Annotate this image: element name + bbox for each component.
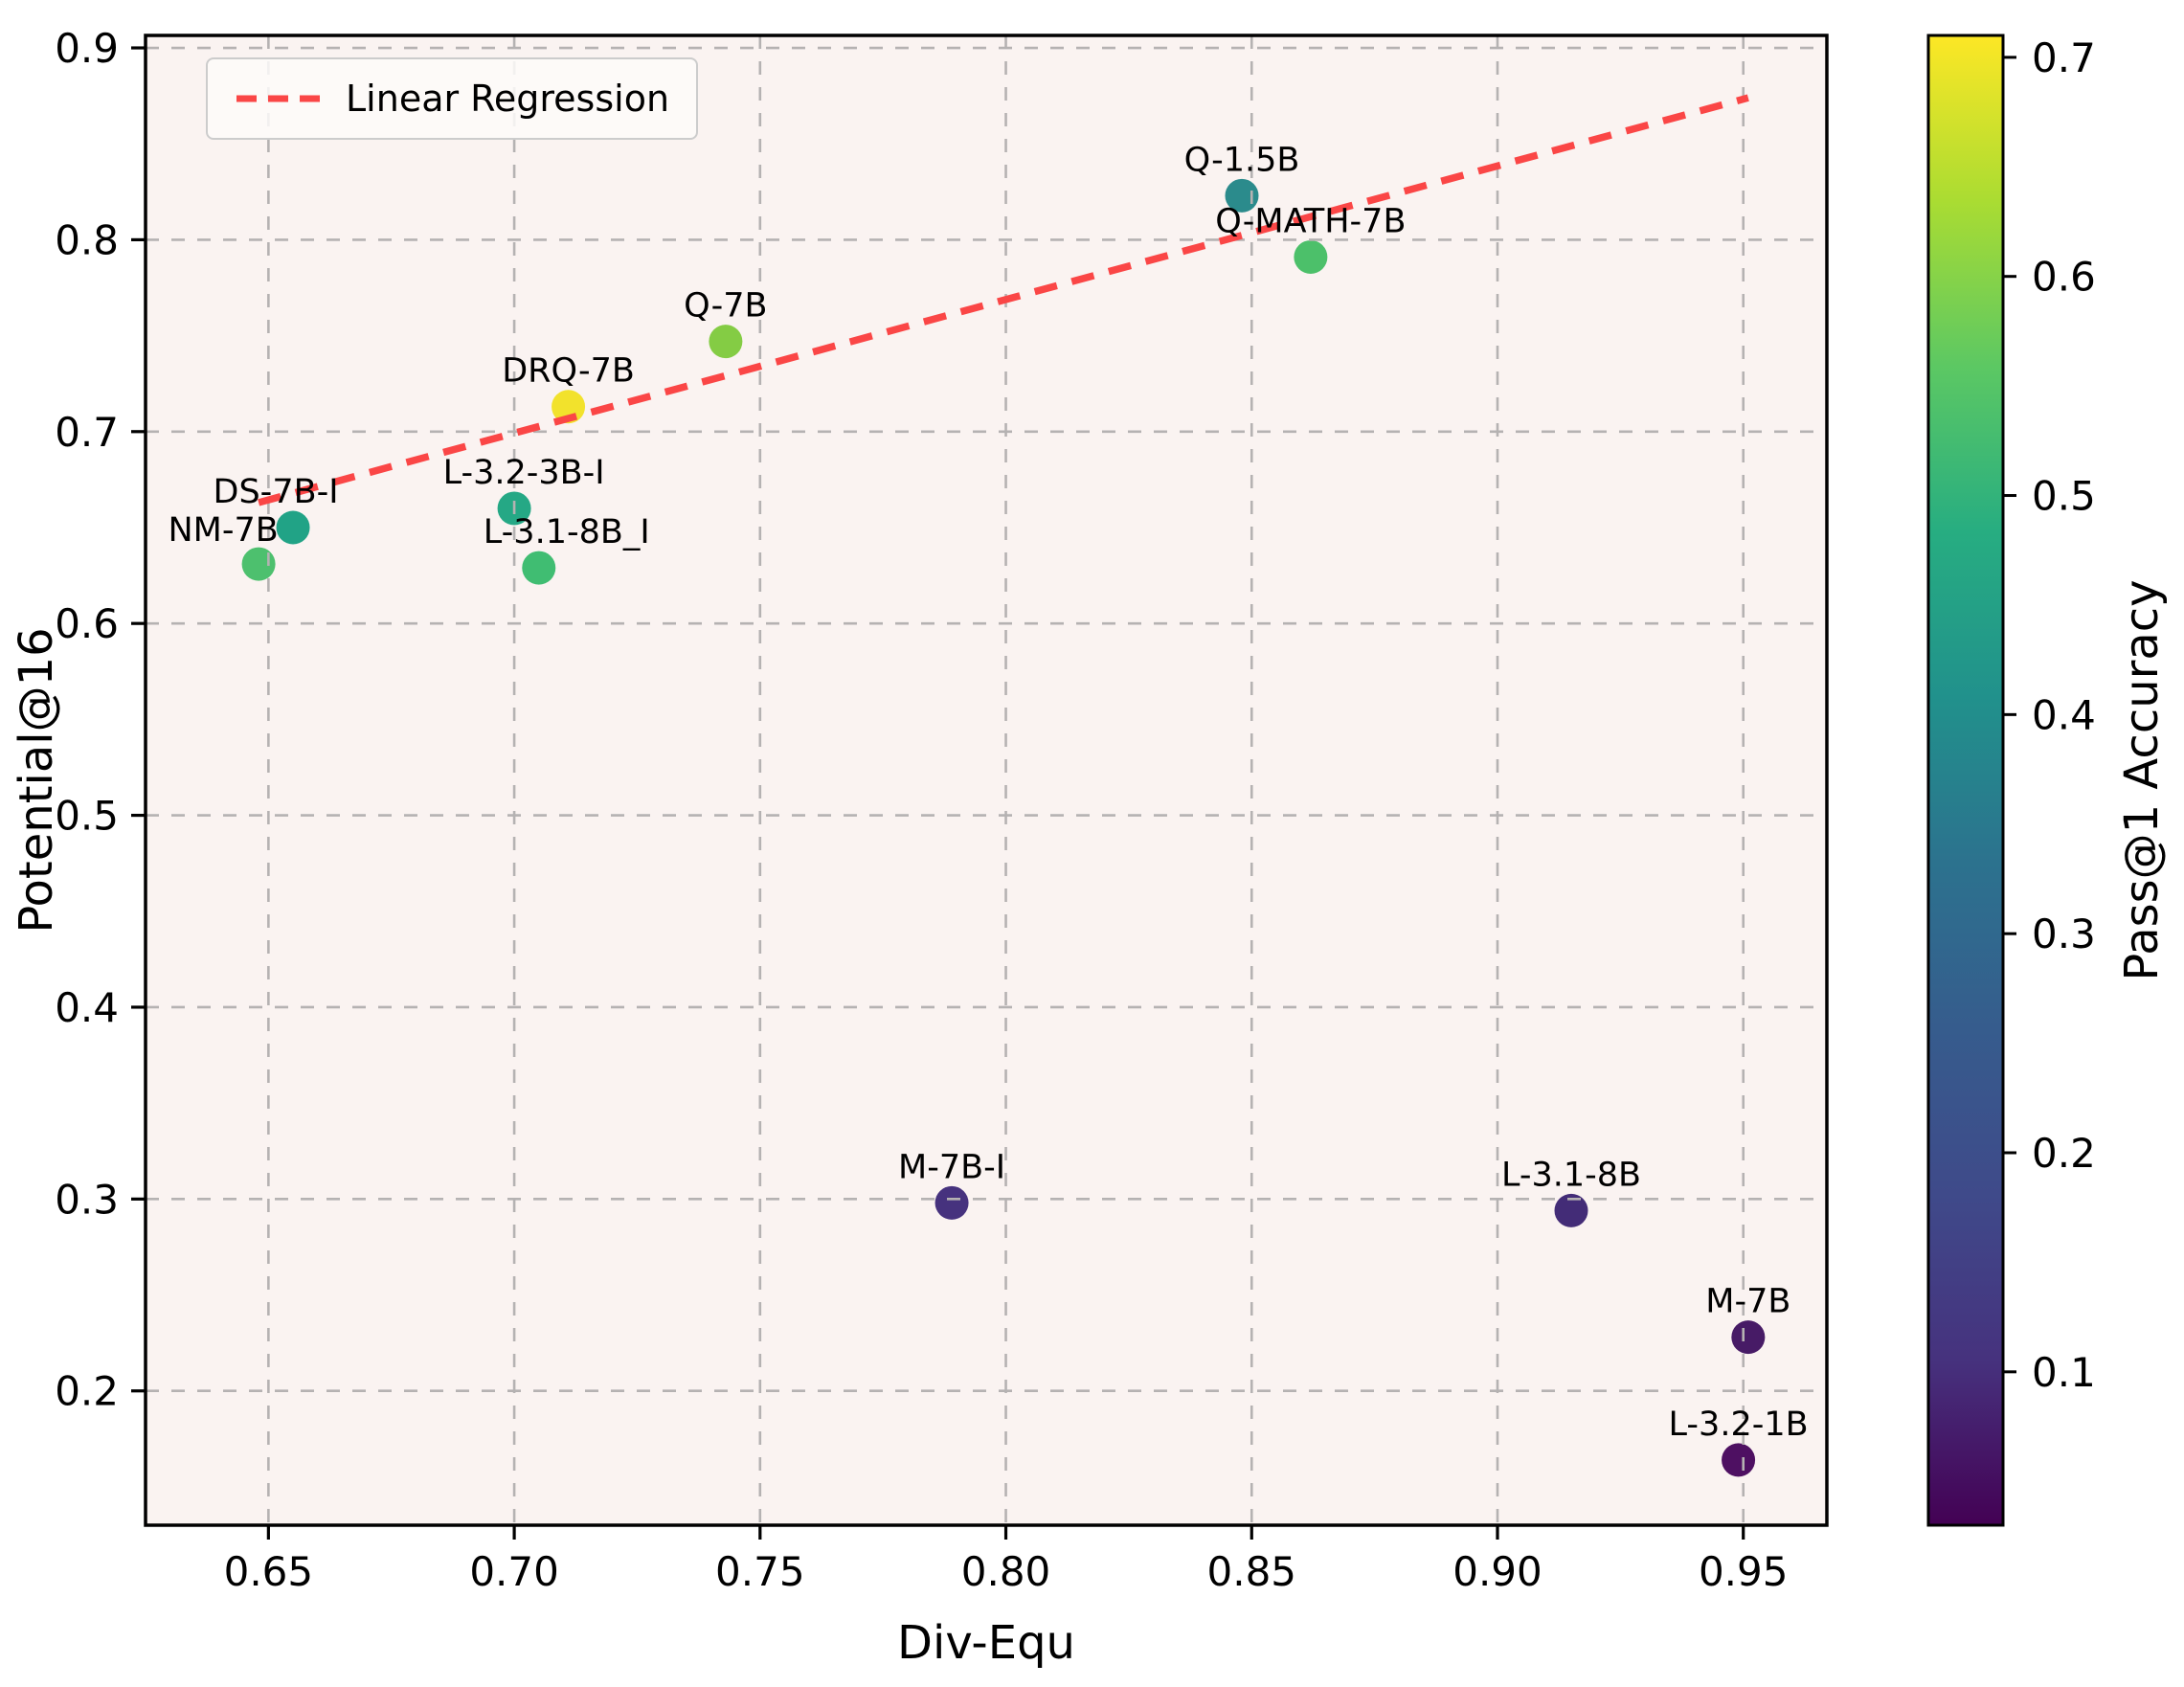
data-point-Q-MATH-7B [1294, 239, 1328, 274]
legend: Linear Regression [206, 57, 699, 140]
data-point-M-7B-I [934, 1185, 969, 1220]
point-label-Q-MATH-7B: Q-MATH-7B [1215, 202, 1406, 240]
data-point-DRQ-7B [552, 390, 586, 424]
x-axis-title: Div-Equ [897, 1616, 1075, 1670]
plot-background [146, 35, 1827, 1525]
y-tick-label-0.3: 0.3 [55, 1176, 119, 1223]
y-tick-label-0.7: 0.7 [55, 409, 119, 456]
data-point-Q-7B [709, 325, 743, 359]
x-tick-label-0.75: 0.75 [715, 1548, 805, 1595]
point-label-L-3.2-3B-I: L-3.2-3B-I [443, 454, 605, 492]
legend-label: Linear Regression [346, 78, 670, 120]
colorbar-tick-label-0.6: 0.6 [2032, 254, 2096, 301]
x-tick-label-0.85: 0.85 [1207, 1548, 1297, 1595]
point-label-M-7B: M-7B [1705, 1283, 1790, 1321]
point-label-L-3.2-1B: L-3.2-1B [1669, 1406, 1809, 1444]
colorbar-title: Pass@1 Accuracy [2115, 579, 2169, 981]
data-point-NM-7B [241, 547, 276, 581]
y-tick-label-0.9: 0.9 [55, 25, 119, 72]
y-tick-label-0.6: 0.6 [55, 600, 119, 647]
plot-spines [144, 34, 1829, 1527]
colorbar-tick-label-0.2: 0.2 [2032, 1130, 2096, 1177]
colorbar-tick-label-0.1: 0.1 [2032, 1349, 2096, 1396]
data-point-L-3.1-8B [1554, 1193, 1588, 1227]
point-label-L-3.1-8B_I: L-3.1-8B_I [484, 513, 650, 551]
colorbar-tick-label-0.3: 0.3 [2032, 911, 2096, 957]
point-label-L-3.1-8B: L-3.1-8B [1501, 1156, 1641, 1194]
x-tick-label-0.80: 0.80 [961, 1548, 1051, 1595]
colorbar-tick-label-0.5: 0.5 [2032, 473, 2096, 520]
data-point-L-3.1-8B_I [522, 551, 556, 585]
legend-dash-line-icon [236, 95, 321, 102]
x-tick-label-0.95: 0.95 [1699, 1548, 1789, 1595]
colorbar-outline [1926, 34, 2005, 1527]
colorbar-gradient [1928, 35, 2003, 1525]
colorbar-tick-label-0.7: 0.7 [2032, 34, 2096, 81]
x-tick-label-0.90: 0.90 [1452, 1548, 1542, 1595]
point-label-DRQ-7B: DRQ-7B [502, 352, 635, 391]
data-point-M-7B [1731, 1320, 1766, 1355]
y-tick-label-0.4: 0.4 [55, 984, 119, 1031]
x-tick-label-0.65: 0.65 [224, 1548, 314, 1595]
data-point-DS-7B-I [276, 510, 310, 545]
x-tick-label-0.70: 0.70 [469, 1548, 559, 1595]
point-label-M-7B-I: M-7B-I [898, 1148, 1005, 1186]
data-point-Q-1.5B [1225, 178, 1259, 213]
point-label-Q-1.5B: Q-1.5B [1184, 141, 1300, 179]
y-tick-label-0.8: 0.8 [55, 216, 119, 263]
y-axis-title: Potential@16 [10, 627, 63, 933]
y-tick-label-0.2: 0.2 [55, 1368, 119, 1415]
regression-line [258, 94, 1749, 506]
y-tick-label-0.5: 0.5 [55, 793, 119, 840]
point-label-NM-7B: NM-7B [168, 511, 278, 550]
colorbar-tick-label-0.4: 0.4 [2032, 691, 2096, 738]
point-label-DS-7B-I: DS-7B-I [214, 473, 339, 511]
data-point-L-3.2-1B [1722, 1443, 1756, 1477]
point-label-Q-7B: Q-7B [684, 287, 767, 326]
